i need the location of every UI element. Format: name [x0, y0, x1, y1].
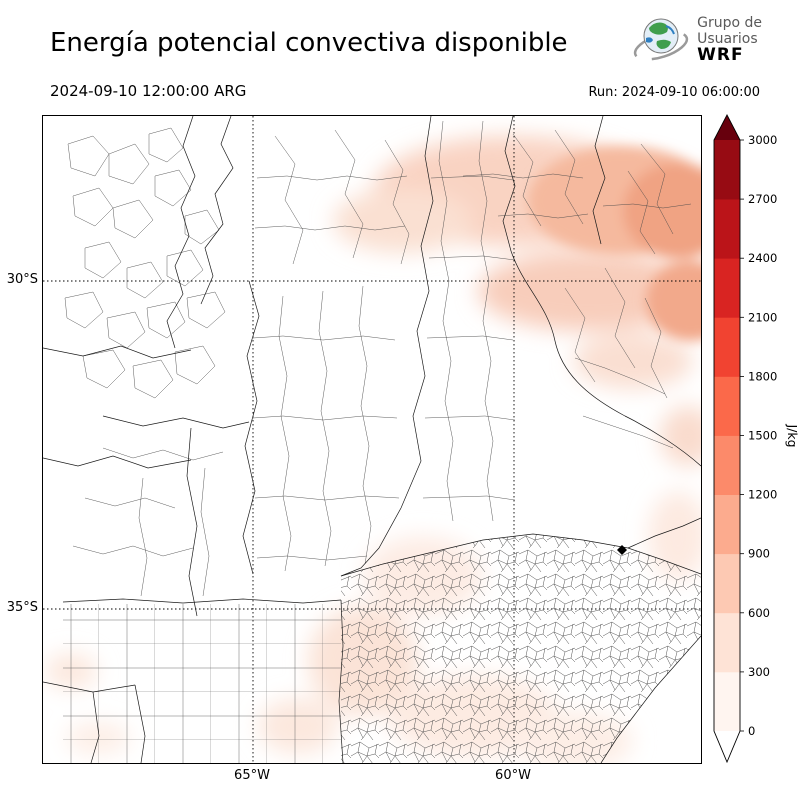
colorbar-tick-label: 600: [748, 606, 770, 620]
province-boundaries: [43, 116, 701, 763]
colorbar-segment: [714, 140, 740, 200]
colorbar: 0 300 600 900 1200 1500 1800 2100 2400 2700 3000 J…: [713, 114, 800, 764]
lat-label-30s: 30°S: [6, 272, 38, 287]
county-detail: [63, 534, 701, 763]
lon-label-60w: 60°W: [495, 768, 531, 783]
colorbar-tick-label: 1500: [748, 429, 777, 443]
valid-time-label: 2024-09-10 12:00:00 ARG: [50, 82, 247, 100]
colorbar-over-arrow: [714, 115, 740, 140]
logo-line-2: Usuarios: [697, 31, 758, 47]
globe-icon: [633, 18, 689, 61]
department-boundaries: [64, 120, 692, 597]
city-marker: [617, 545, 627, 555]
colorbar-tick-label: 2400: [748, 251, 777, 265]
lon-label-65w: 65°W: [234, 768, 270, 783]
map-canvas: [43, 116, 701, 763]
colorbar-tick-label: 0: [748, 724, 755, 738]
colorbar-tick-label: 3000: [748, 133, 777, 147]
colorbar-segments: [714, 140, 740, 732]
wrf-logo: Grupo de Usuarios WRF: [633, 10, 762, 68]
colorbar-unit-label: J/kg: [785, 423, 800, 447]
colorbar-segment: [714, 671, 740, 732]
colorbar-segment: [714, 376, 740, 436]
colorbar-segment: [714, 258, 740, 318]
colorbar-segment: [714, 317, 740, 377]
colorbar-segment: [714, 553, 740, 614]
colorbar-segment: [714, 612, 740, 673]
logo-line-3: WRF: [697, 45, 744, 65]
run-time-label: Run: 2024-09-10 06:00:00: [588, 85, 760, 100]
page-title: Energía potencial convectiva disponible: [50, 28, 568, 58]
lat-label-35s: 35°S: [6, 600, 38, 615]
colorbar-tick-label: 900: [748, 547, 770, 561]
colorbar-segment: [714, 199, 740, 259]
colorbar-tick-label: 2100: [748, 310, 777, 324]
colorbar-segment: [714, 435, 740, 495]
colorbar-under-arrow: [714, 731, 740, 762]
colorbar-tick-label: 2700: [748, 192, 777, 206]
colorbar-tick-label: 1800: [748, 369, 777, 383]
colorbar-tick-label: 300: [748, 665, 770, 679]
map-frame: [42, 115, 702, 764]
logo-line-1: Grupo de: [697, 15, 762, 31]
colorbar-ticks: 0 300 600 900 1200 1500 1800 2100 2400 2700 3000: [740, 133, 777, 738]
colorbar-segment: [714, 494, 740, 555]
colorbar-tick-label: 1200: [748, 488, 777, 502]
